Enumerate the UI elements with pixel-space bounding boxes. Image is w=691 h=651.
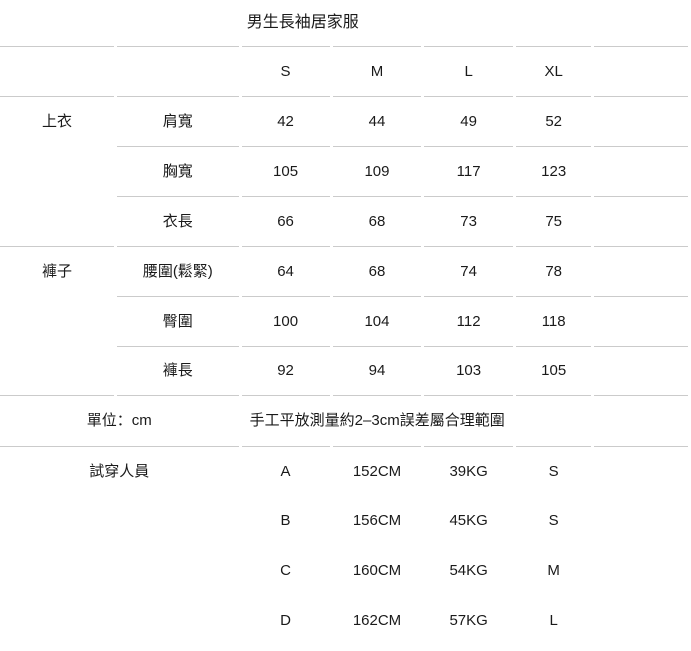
empty-cell: [594, 96, 688, 146]
page-title: 男生長袖居家服: [246, 14, 359, 32]
fitter-height: 162CM: [352, 612, 402, 629]
row-label: 臀圍: [117, 296, 239, 346]
size-value: 94: [332, 346, 422, 396]
empty-cell: [594, 296, 688, 346]
size-value: 105: [515, 346, 592, 396]
size-value: 64: [241, 246, 330, 296]
size-value: 118: [515, 296, 592, 346]
row-label: 肩寬: [117, 96, 239, 146]
size-value: 105: [241, 146, 330, 196]
empty-cell: [594, 246, 688, 296]
unit-note: 單位：cm: [86, 412, 152, 429]
fitter-id: A: [241, 446, 330, 496]
empty-cell: [594, 446, 688, 496]
group-label-top: 上衣: [0, 96, 115, 246]
size-value: 73: [424, 196, 513, 246]
size-value: 68: [332, 246, 422, 296]
size-value: 109: [332, 146, 422, 196]
empty-cell: [594, 396, 688, 446]
title-row: 男生長袖居家服: [0, 0, 688, 46]
size-value: 92: [241, 346, 330, 396]
table-row: 臀圍 100 104 112 118: [0, 296, 688, 346]
size-value: 42: [241, 96, 330, 146]
empty-cell: [594, 146, 688, 196]
table-row: 褲長 92 94 103 105: [0, 346, 688, 396]
empty-cell: [516, 396, 592, 446]
size-value: 52: [515, 96, 592, 146]
empty-cell: [117, 46, 239, 96]
fitters-label: 試穿人員: [0, 446, 239, 646]
notes-row: 單位：cm 手工平放測量約2–3cm誤差屬合理範圍: [0, 396, 688, 446]
column-header-s: S: [241, 46, 330, 96]
fitter-weight: 57KG: [449, 612, 488, 629]
fitter-height: 156CM: [352, 512, 402, 529]
size-value: 103: [424, 346, 513, 396]
empty-cell: [594, 596, 688, 646]
empty-cell: [0, 46, 115, 96]
size-value: 68: [332, 196, 422, 246]
row-label: 腰圍(鬆緊): [117, 246, 239, 296]
fitter-weight: 54KG: [449, 562, 488, 579]
empty-cell: [594, 546, 688, 596]
size-value: 112: [424, 296, 513, 346]
size-value: 74: [424, 246, 513, 296]
size-value: 75: [515, 196, 592, 246]
size-value: 117: [424, 146, 513, 196]
column-header-l: L: [424, 46, 513, 96]
empty-cell: [594, 0, 688, 46]
table-row: 胸寬 105 109 117 123: [0, 146, 688, 196]
empty-cell: [594, 46, 688, 96]
column-header-m: M: [332, 46, 422, 96]
fitter-row: C 160CM 54KG M: [0, 546, 688, 596]
fitter-id: C: [280, 562, 291, 579]
table-row: 褲子 腰圍(鬆緊) 64 68 74 78: [0, 246, 688, 396]
fitter-size: M: [547, 562, 560, 579]
size-value: 100: [241, 296, 330, 346]
fitter-weight: 39KG: [424, 446, 513, 496]
empty-cell: [594, 496, 688, 546]
empty-cell: [594, 196, 688, 246]
fitter-size: S: [548, 512, 559, 529]
fitter-weight: 45KG: [449, 512, 488, 529]
fitter-id: B: [280, 512, 291, 529]
row-label: 褲長: [117, 346, 239, 396]
size-value: 66: [241, 196, 330, 246]
table-row: 上衣 肩寬 42 44 49 52: [0, 96, 688, 146]
fitter-size: S: [515, 446, 592, 496]
fitter-height: 152CM: [332, 446, 422, 496]
fitter-id: D: [280, 612, 291, 629]
fitter-size: L: [549, 612, 558, 629]
group-label-pants: 褲子: [0, 246, 115, 396]
fitter-row: 試穿人員 A 152CM 39KG S: [0, 446, 688, 496]
size-value: 78: [515, 246, 592, 296]
fitter-row: B 156CM 45KG S: [0, 496, 688, 546]
size-value: 44: [332, 96, 422, 146]
size-value: 49: [424, 96, 513, 146]
fitter-height: 160CM: [352, 562, 402, 579]
table-row: 衣長 66 68 73 75: [0, 196, 688, 246]
row-label: 胸寬: [117, 146, 239, 196]
measurement-tolerance-note: 手工平放測量約2–3cm誤差屬合理範圍: [249, 412, 505, 429]
size-value: 104: [332, 296, 422, 346]
size-value: 123: [515, 146, 592, 196]
row-label: 衣長: [117, 196, 239, 246]
column-header-xl: XL: [515, 46, 592, 96]
fitter-row: D 162CM 57KG L: [0, 596, 688, 646]
size-header-row: S M L XL: [0, 46, 688, 96]
empty-cell: [594, 346, 688, 396]
